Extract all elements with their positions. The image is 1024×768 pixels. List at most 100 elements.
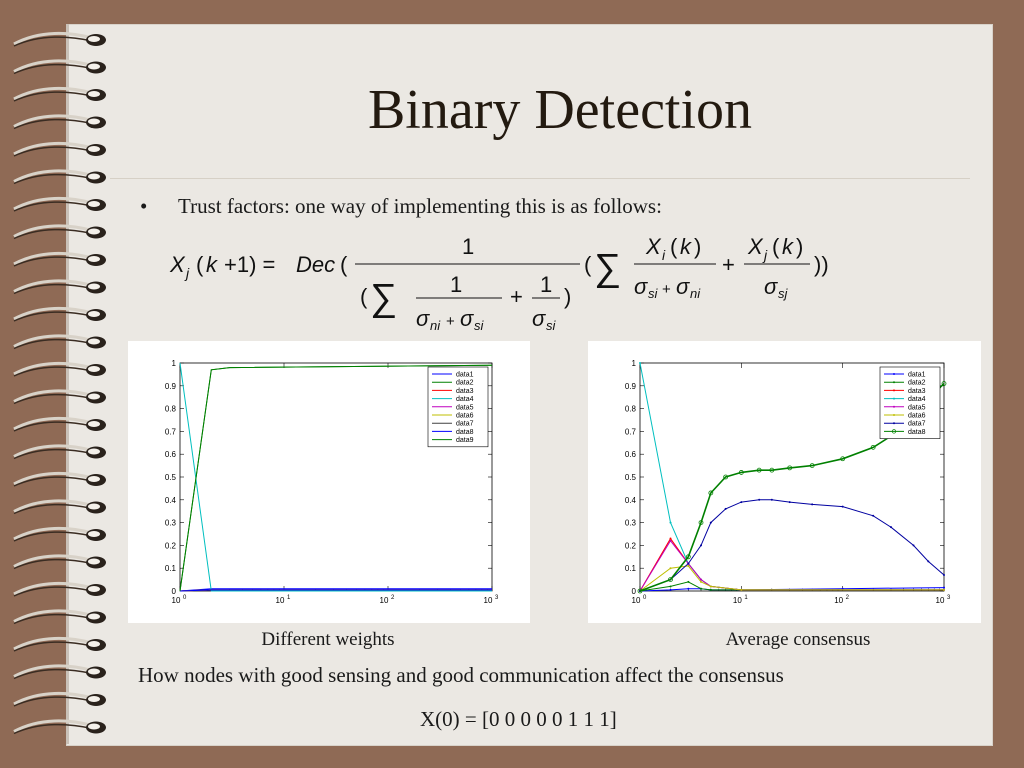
svg-text:1: 1 [540, 272, 552, 297]
x-tick-exponent: 2 [391, 595, 395, 601]
spiral-ring [13, 114, 106, 130]
spiral-ring [13, 306, 106, 322]
svg-text:1: 1 [462, 234, 474, 259]
y-tick-label: 0.9 [165, 382, 177, 391]
spiral-ring [13, 141, 106, 157]
chart-average-consensus: 0 0.1 0.2 0.3 0.4 0.5 0.6 0.7 0.8 0.9 1 10 0 10 1 10 2 10… [588, 341, 981, 623]
data-point [941, 381, 947, 386]
x-tick-label: 10 [484, 596, 493, 605]
y-tick-label: 0.6 [165, 450, 177, 459]
legend-label: data2 [456, 380, 474, 387]
data-point [669, 521, 672, 524]
svg-text:σ: σ [676, 274, 690, 299]
data-point [870, 444, 876, 450]
spiral-ring [13, 251, 106, 267]
svg-text:)): )) [814, 252, 829, 277]
y-tick-label: 0.2 [625, 541, 637, 550]
spiral-ring [13, 499, 106, 515]
legend-label: data7 [908, 421, 926, 428]
data-point [669, 585, 672, 588]
legend-label: data1 [456, 372, 474, 379]
svg-text:sj: sj [778, 286, 789, 301]
svg-text:σ: σ [634, 274, 648, 299]
series-line-data8 [179, 589, 492, 592]
x-tick-label: 10 [632, 596, 641, 605]
data-point [709, 588, 712, 591]
svg-text:∑: ∑ [370, 277, 397, 319]
y-tick-label: 0.6 [625, 450, 637, 459]
trust-factor-formula: X j ( k +1) = Dec ( 1 ( ∑ 1 σ ni + σ si … [169, 234, 829, 330]
svg-text:X: X [645, 234, 662, 259]
svg-text:ni: ni [690, 286, 701, 301]
svg-text:+1) =: +1) = [224, 252, 275, 277]
spiral-ring [13, 554, 106, 570]
data-point [841, 587, 844, 590]
data-point [700, 580, 703, 583]
data-point [698, 520, 704, 526]
spiral-ring [13, 471, 106, 487]
legend-label: data8 [456, 429, 474, 436]
data-point [943, 588, 945, 591]
legend-label: data3 [908, 388, 926, 395]
data-point [740, 501, 743, 504]
x-tick-exponent: 3 [947, 595, 951, 601]
legend-marker [893, 381, 895, 384]
data-point [723, 474, 729, 480]
svg-text:σ: σ [764, 274, 778, 299]
bullet-item: • Trust factors: one way of implementing … [140, 194, 662, 219]
svg-text:k: k [680, 234, 692, 259]
svg-text:(: ( [196, 252, 204, 277]
svg-text:sj: sj [546, 318, 557, 330]
y-tick-label: 0 [632, 587, 637, 596]
series-line-data9 [179, 364, 493, 592]
spiral-ring [13, 334, 106, 350]
svg-text:(: ( [670, 234, 678, 259]
x-tick-exponent: 1 [744, 595, 748, 601]
data-point [770, 498, 773, 501]
y-tick-label: 1 [172, 359, 177, 368]
spiral-ring [13, 609, 106, 625]
legend-marker [893, 373, 895, 375]
legend-label: data9 [456, 437, 474, 444]
spiral-ring [13, 636, 106, 652]
spiral-ring [13, 664, 106, 680]
data-point [708, 490, 714, 496]
data-point [927, 560, 930, 563]
svg-text:+: + [722, 252, 735, 277]
legend-marker [893, 414, 895, 416]
chart-different-weights: 0 0.1 0.2 0.3 0.4 0.5 0.6 0.7 0.8 0.9 1 10 0 10 1 10 2 10… [128, 341, 530, 623]
caption-different-weights: Different weights [261, 629, 395, 650]
spiral-ring [13, 196, 106, 212]
svg-text:k: k [206, 252, 218, 277]
data-point [668, 577, 673, 583]
svg-text:X: X [747, 234, 764, 259]
data-point [669, 537, 672, 540]
data-point [738, 470, 744, 475]
data-point [700, 544, 703, 547]
legend-label: data5 [456, 404, 474, 411]
spiral-ring [13, 169, 106, 185]
data-point [685, 554, 691, 560]
svg-text:(: ( [360, 284, 368, 309]
svg-text:(: ( [340, 252, 348, 277]
y-tick-label: 0.5 [165, 473, 177, 482]
x-tick-exponent: 1 [287, 595, 291, 601]
legend-marker [893, 397, 895, 400]
legend-label: data6 [908, 413, 926, 420]
svg-text:σ: σ [460, 306, 474, 330]
legend-label: data4 [456, 396, 474, 403]
spiral-ring [13, 444, 106, 460]
svg-text:): ) [694, 234, 701, 259]
legend-label: data4 [908, 396, 926, 403]
y-tick-label: 0.3 [165, 519, 177, 528]
y-tick-label: 0.4 [165, 496, 177, 505]
spiral-ring [13, 59, 106, 75]
data-point [758, 498, 761, 501]
x-tick-label: 10 [733, 596, 742, 605]
title-divider [110, 178, 970, 179]
data-point [709, 585, 712, 588]
svg-text:(: ( [584, 252, 592, 277]
series-line-data4 [179, 362, 492, 592]
svg-text:+: + [662, 281, 671, 298]
